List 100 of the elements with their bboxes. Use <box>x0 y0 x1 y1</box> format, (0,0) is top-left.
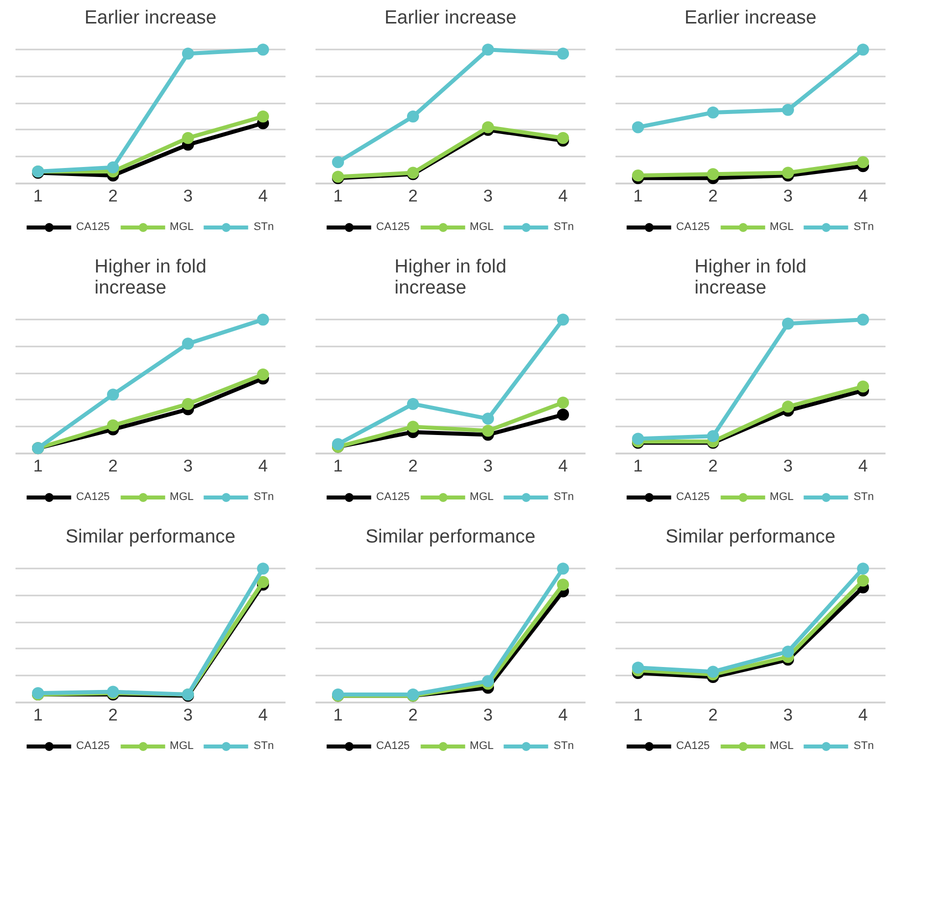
x-tick-label: 4 <box>258 186 268 206</box>
legend-label: STn <box>554 221 574 233</box>
chart-title: Earlier increase <box>684 8 816 28</box>
x-tick-label: 4 <box>258 706 268 724</box>
point <box>557 132 569 144</box>
x-tick-label: 2 <box>408 456 418 476</box>
x-tick-label: 3 <box>783 456 793 476</box>
point <box>257 44 269 56</box>
point <box>182 48 194 60</box>
point <box>257 314 269 326</box>
legend-label: MGL <box>770 491 794 503</box>
chart-title: Higher in fold increase <box>694 256 806 298</box>
legend-label: STn <box>554 740 574 752</box>
legend-label: STn <box>254 221 274 233</box>
legend-label: CA125 <box>76 740 110 752</box>
x-tick-label: 4 <box>558 706 568 724</box>
x-tick-label: 1 <box>633 456 643 476</box>
x-tick-label: 1 <box>333 706 343 724</box>
point <box>557 562 569 575</box>
legend-label: MGL <box>470 221 494 233</box>
point <box>482 424 494 437</box>
legend-label: CA125 <box>76 491 110 503</box>
point <box>482 121 494 134</box>
legend-label: MGL <box>170 221 194 233</box>
legend-label: CA125 <box>376 491 410 503</box>
point <box>407 110 419 123</box>
point <box>782 400 794 413</box>
x-tick-label: 3 <box>483 456 493 476</box>
point <box>707 106 719 119</box>
point <box>707 666 719 678</box>
legend-label: CA125 <box>676 221 710 233</box>
point <box>257 110 269 123</box>
chart-title: Similar performance <box>366 526 536 548</box>
point <box>557 408 569 421</box>
x-tick-label: 1 <box>333 456 343 476</box>
point <box>557 578 569 591</box>
x-tick-label: 3 <box>783 706 793 724</box>
point <box>857 574 869 587</box>
x-tick-label: 4 <box>858 706 868 724</box>
point <box>707 430 719 442</box>
point <box>632 121 644 134</box>
x-tick-label: 3 <box>483 186 493 206</box>
x-tick-label: 2 <box>408 186 418 206</box>
point <box>782 646 794 658</box>
legend-label: STn <box>554 491 574 503</box>
x-tick-label: 2 <box>708 456 718 476</box>
point <box>632 662 644 674</box>
chart-title: Earlier increase <box>384 8 516 28</box>
x-tick-label: 1 <box>633 186 643 206</box>
point <box>182 398 194 410</box>
point <box>782 166 794 179</box>
legend-label: CA125 <box>376 740 410 752</box>
x-tick-label: 2 <box>408 706 418 724</box>
legend-label: MGL <box>470 740 494 752</box>
x-tick-label: 4 <box>558 456 568 476</box>
point <box>407 420 419 433</box>
x-tick-label: 1 <box>33 456 43 476</box>
x-tick-label: 3 <box>183 456 193 476</box>
x-tick-label: 2 <box>108 456 118 476</box>
x-tick-label: 2 <box>108 186 118 206</box>
legend-label: MGL <box>770 740 794 752</box>
point <box>482 675 494 688</box>
legend-label: STn <box>254 740 274 752</box>
point <box>782 104 794 116</box>
point <box>257 562 269 575</box>
legend-label: CA125 <box>676 491 710 503</box>
x-tick-label: 2 <box>708 706 718 724</box>
legend-label: STn <box>854 491 874 503</box>
legend-label: STn <box>854 221 874 233</box>
x-tick-label: 3 <box>483 706 493 724</box>
point <box>707 168 719 180</box>
legend-label: CA125 <box>376 221 410 233</box>
point <box>257 368 269 380</box>
point <box>782 318 794 330</box>
x-tick-label: 1 <box>33 186 43 206</box>
point <box>857 156 869 168</box>
point <box>632 169 644 182</box>
x-tick-label: 2 <box>708 186 718 206</box>
point <box>857 380 869 393</box>
x-tick-label: 3 <box>783 186 793 206</box>
x-tick-label: 1 <box>333 186 343 206</box>
x-tick-label: 3 <box>183 706 193 724</box>
point <box>857 44 869 56</box>
chart-title: Similar performance <box>666 526 836 548</box>
point <box>332 156 344 168</box>
legend-label: MGL <box>170 491 194 503</box>
x-tick-label: 4 <box>858 186 868 206</box>
point <box>557 314 569 326</box>
point <box>107 161 119 174</box>
chart-title: Earlier increase <box>84 8 216 28</box>
point <box>332 438 344 450</box>
point <box>482 412 494 425</box>
legend-label: MGL <box>170 740 194 752</box>
x-tick-label: 4 <box>558 186 568 206</box>
legend-label: MGL <box>470 491 494 503</box>
point <box>632 432 644 445</box>
point <box>407 398 419 410</box>
x-tick-label: 2 <box>108 706 118 724</box>
point <box>857 562 869 575</box>
chart-title: Similar performance <box>66 526 236 548</box>
